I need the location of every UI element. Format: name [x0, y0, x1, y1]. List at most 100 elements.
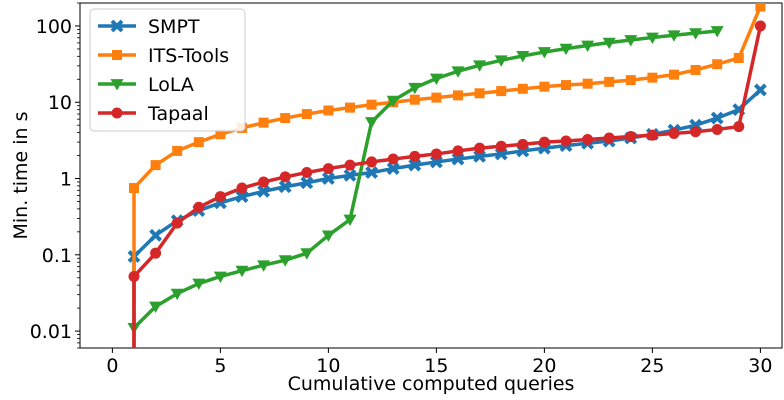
data-point-lola	[343, 214, 357, 227]
data-point-smpt	[365, 166, 379, 179]
x-tick-label: 30	[748, 355, 772, 377]
data-point-lola	[537, 47, 551, 59]
data-point-tapaal	[366, 156, 378, 168]
data-point-tapaal	[322, 163, 334, 175]
legend-item-lola: LoLA	[98, 74, 194, 96]
data-point-tapaal	[171, 217, 183, 229]
data-point-its-tools	[258, 117, 269, 128]
data-point-tapaal	[538, 136, 550, 148]
data-point-tapaal	[387, 153, 399, 165]
data-point-lola	[451, 66, 465, 78]
legend-item-its-tools: ITS-Tools	[98, 45, 229, 67]
series-line-lola	[132, 29, 718, 330]
data-point-lola	[257, 260, 271, 272]
series-its-tools	[129, 3, 766, 348]
data-point-its-tools	[755, 3, 766, 12]
data-point-lola	[365, 117, 379, 129]
legend-item-tapaal: Tapaal	[98, 103, 209, 125]
data-point-tapaal	[430, 148, 442, 160]
data-point-its-tools	[561, 80, 571, 91]
data-point-tapaal	[236, 182, 248, 194]
data-point-its-tools	[582, 78, 593, 89]
data-point-lola	[624, 35, 638, 47]
data-point-tapaal	[128, 270, 140, 282]
data-point-smpt	[473, 149, 487, 163]
data-point-lola	[710, 26, 724, 38]
data-point-its-tools	[517, 83, 528, 94]
legend-box	[89, 8, 246, 132]
data-point-lola	[213, 271, 227, 283]
data-point-lola	[516, 51, 530, 63]
legend-item-smpt: SMPT	[98, 16, 200, 38]
data-point-its-tools	[496, 86, 507, 97]
data-point-tapaal	[646, 129, 658, 141]
legend-marker	[111, 107, 123, 119]
data-point-tapaal	[733, 121, 745, 133]
y-tick-label: 0.1	[42, 245, 72, 267]
x-tick-label: 25	[640, 355, 664, 377]
data-point-its-tools	[625, 75, 636, 86]
data-point-its-tools	[409, 94, 420, 105]
series-layer	[127, 3, 767, 348]
data-point-tapaal	[690, 126, 702, 138]
legend: SMPT ITS-Tools LoLA Tapaal	[89, 8, 246, 132]
data-point-tapaal	[517, 138, 529, 150]
data-point-its-tools	[604, 76, 615, 87]
legend-label: ITS-Tools	[148, 45, 229, 67]
y-axis-label: Min. time in s	[10, 111, 32, 239]
data-point-its-tools	[129, 183, 139, 194]
data-point-tapaal	[452, 145, 464, 157]
data-point-its-tools	[453, 90, 463, 101]
x-tick-label: 0	[106, 355, 118, 377]
data-point-its-tools	[193, 137, 204, 148]
data-point-tapaal	[625, 131, 637, 143]
data-point-lola	[689, 28, 703, 40]
y-tick-label: 1	[60, 169, 72, 191]
data-point-its-tools	[366, 99, 377, 110]
data-point-lola	[645, 32, 659, 45]
data-point-tapaal	[603, 132, 615, 144]
data-point-lola	[408, 82, 422, 95]
y-axis: 0.01 0.1 1 10 100	[30, 2, 80, 349]
data-point-smpt	[753, 83, 767, 97]
data-point-smpt	[386, 162, 400, 175]
data-point-smpt	[300, 176, 314, 190]
x-tick-label: 5	[214, 355, 226, 377]
data-point-its-tools	[431, 92, 442, 103]
x-axis: 0 5 10 15 20 25 30	[106, 348, 772, 377]
data-point-its-tools	[172, 145, 183, 156]
data-point-lola	[235, 265, 249, 278]
data-point-smpt	[451, 152, 465, 166]
y-tick-label: 100	[36, 16, 72, 38]
data-point-tapaal	[301, 166, 313, 178]
data-point-its-tools	[323, 105, 334, 116]
data-point-its-tools	[474, 88, 485, 99]
data-point-tapaal	[711, 123, 723, 135]
legend-label: LoLA	[148, 74, 194, 96]
data-point-its-tools	[301, 109, 312, 120]
data-point-tapaal	[668, 127, 680, 139]
series-tapaal	[128, 20, 766, 348]
data-point-tapaal	[560, 135, 572, 147]
x-tick-label: 10	[316, 355, 340, 377]
data-point-tapaal	[582, 133, 594, 145]
data-point-tapaal	[258, 176, 270, 188]
data-point-smpt	[149, 228, 163, 242]
data-point-tapaal	[474, 142, 486, 154]
data-point-lola	[192, 278, 206, 291]
data-point-its-tools	[150, 160, 161, 171]
data-point-its-tools	[669, 69, 679, 80]
data-point-lola	[494, 55, 508, 67]
data-point-lola	[149, 301, 163, 313]
data-point-tapaal	[754, 20, 766, 32]
data-point-tapaal	[214, 191, 226, 203]
x-tick-label: 20	[532, 355, 556, 377]
data-point-its-tools	[712, 59, 723, 70]
data-point-smpt	[343, 168, 357, 182]
data-point-lola	[473, 60, 487, 72]
y-tick-label: 0.01	[30, 321, 72, 343]
x-tick-label: 15	[424, 355, 448, 377]
data-point-its-tools	[539, 81, 550, 92]
data-point-lola	[278, 255, 292, 267]
